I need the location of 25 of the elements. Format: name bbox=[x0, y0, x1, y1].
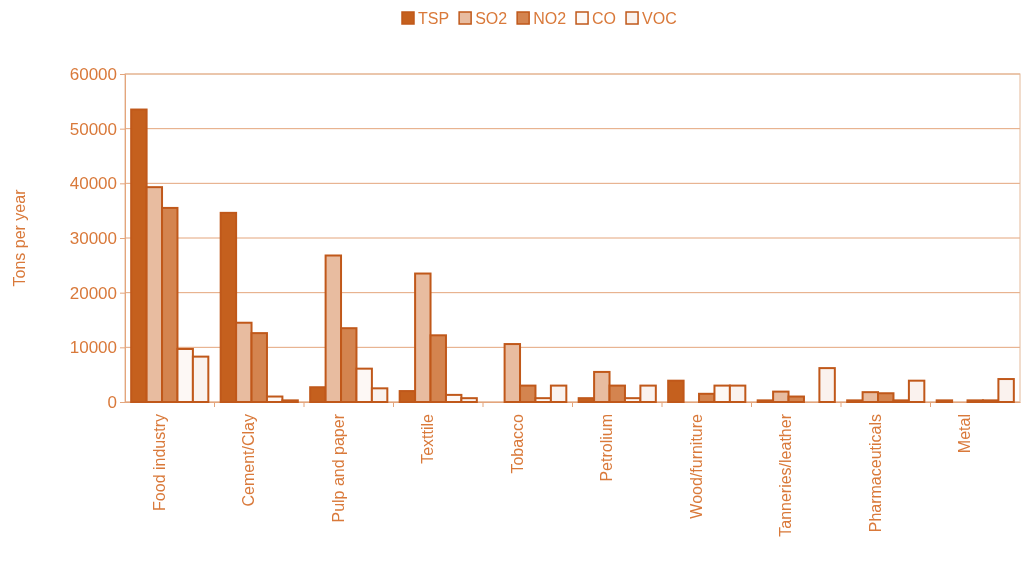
x-tick-label: Cement/Clay bbox=[240, 414, 258, 507]
bar bbox=[667, 379, 685, 403]
x-tick-label: Pulp and paper bbox=[329, 413, 347, 523]
y-tick-label: 50000 bbox=[69, 119, 117, 139]
x-tick-label: Petrolium bbox=[598, 414, 616, 482]
legend-label: CO bbox=[592, 10, 617, 27]
legend-label: TSP bbox=[418, 10, 450, 27]
x-tick-label: Tanneries/leather bbox=[777, 413, 795, 537]
legend-label: SO2 bbox=[475, 10, 508, 27]
y-tick-label: 30000 bbox=[69, 228, 117, 248]
x-tick-label: Texttile bbox=[419, 413, 437, 464]
y-axis-title: Tons per year bbox=[11, 188, 28, 287]
legend-label: NO2 bbox=[533, 10, 567, 27]
y-tick-label: 40000 bbox=[69, 174, 117, 194]
x-tick-label: Wood/furniture bbox=[687, 413, 705, 519]
y-tick-label: 60000 bbox=[69, 64, 117, 84]
y-tick-label: 0 bbox=[107, 392, 117, 412]
y-tick-label: 10000 bbox=[69, 338, 117, 358]
legend-label: VOC bbox=[642, 10, 677, 27]
x-tick-label: Metal bbox=[956, 414, 974, 454]
x-tick-label: Pharmaceuticals bbox=[866, 414, 884, 533]
bar bbox=[818, 367, 836, 403]
x-tick-label: Food industry bbox=[150, 414, 168, 511]
x-tick-label: Tobacco bbox=[508, 413, 526, 474]
y-tick-label: 20000 bbox=[69, 283, 117, 303]
